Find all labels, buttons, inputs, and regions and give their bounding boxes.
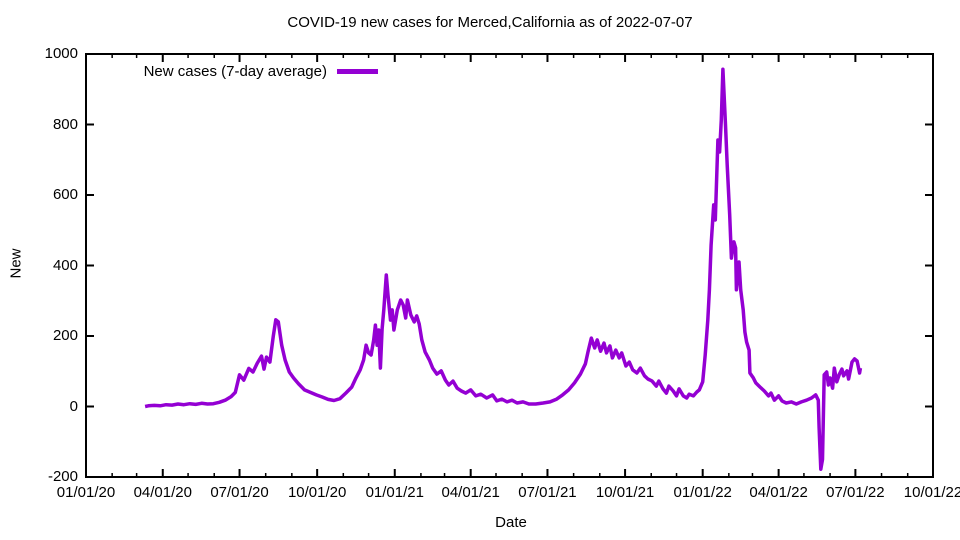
x-tick-label: 07/01/21 bbox=[518, 484, 577, 501]
axis-ticks bbox=[85, 53, 934, 478]
chart-title: COVID-19 new cases for Merced,California… bbox=[287, 14, 693, 31]
x-tick-label: 10/01/20 bbox=[287, 484, 347, 501]
x-tick-label: 10/01/22 bbox=[903, 484, 960, 501]
x-tick-label: 10/01/21 bbox=[595, 484, 655, 501]
x-tick-label: 04/01/21 bbox=[441, 484, 500, 501]
x-tick-label: 01/01/22 bbox=[673, 484, 732, 501]
x-tick-label: 04/01/20 bbox=[133, 484, 192, 501]
y-tick-label: 800 bbox=[52, 115, 78, 133]
y-tick-label: 200 bbox=[52, 327, 78, 344]
y-tick-label: 1000 bbox=[44, 45, 78, 62]
y-tick-label: -200 bbox=[47, 468, 78, 485]
y-tick-label: 400 bbox=[52, 256, 78, 274]
data-series-line bbox=[144, 67, 863, 471]
x-tick-label: 07/01/20 bbox=[210, 484, 269, 501]
x-axis-title: Date bbox=[495, 514, 527, 531]
x-tick-label: 01/01/21 bbox=[365, 484, 424, 501]
x-tick-label: 01/01/20 bbox=[56, 484, 116, 501]
x-tick-label: 07/01/22 bbox=[826, 484, 885, 501]
plot-border bbox=[85, 53, 934, 478]
x-tick-label: 04/01/22 bbox=[749, 484, 808, 501]
legend-line-swatch bbox=[337, 69, 378, 74]
legend-entry-label: New cases (7-day average) bbox=[143, 63, 327, 80]
y-tick-label: 600 bbox=[52, 186, 78, 203]
y-tick-label: 0 bbox=[69, 397, 78, 415]
